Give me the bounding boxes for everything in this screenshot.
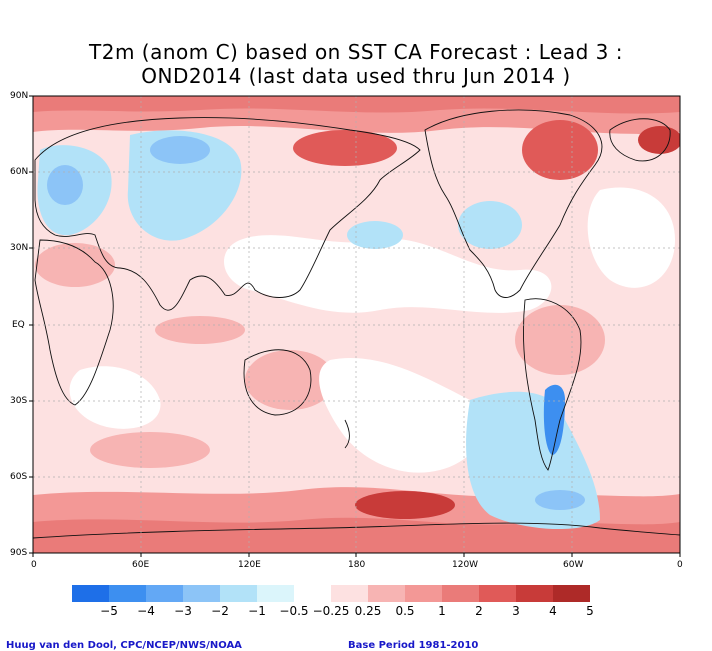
legend-swatch <box>72 585 109 602</box>
lon-label-120w: 120W <box>452 560 479 570</box>
legend-label: 1 <box>438 604 446 618</box>
legend-label: 0.5 <box>395 604 414 618</box>
lon-label-180: 180 <box>348 560 366 570</box>
legend-swatch <box>479 585 516 602</box>
legend-swatch <box>183 585 220 602</box>
greenland-coastline <box>609 118 671 162</box>
warm-patch-south-indian <box>90 432 210 468</box>
footer-base-period: Base Period 1981-2010 <box>348 640 479 651</box>
map-title-line-1: T2m (anom C) based on SST CA Forecast : … <box>89 40 623 64</box>
anomaly-field <box>33 96 680 553</box>
warm-spot-canada <box>522 120 598 180</box>
new-zealand-coastline <box>344 419 350 449</box>
lon-label-60e: 60E <box>132 560 150 570</box>
lat-label-90s: 90S <box>10 548 28 558</box>
arctic-strong-warm-band <box>33 96 680 114</box>
color-legend: −5 −4 −3 −2 −1 −0.5 −0.25 0.25 0.5 1 2 3 4 5 <box>72 585 594 618</box>
north-america-coastline <box>424 109 603 298</box>
legend-label: 0.25 <box>355 604 382 618</box>
lon-label-120e: 120E <box>238 560 261 570</box>
legend-swatch <box>109 585 146 602</box>
lon-label-60w: 60W <box>563 560 584 570</box>
graticule <box>33 96 680 553</box>
south-america-coastline <box>523 298 582 471</box>
legend-label: −1 <box>248 604 266 618</box>
eurasia-coastline <box>34 117 421 311</box>
footer-credit: Huug van den Dool, CPC/NCEP/NWS/NOAA <box>6 640 242 651</box>
neutral-region-south-pacific <box>319 358 485 473</box>
lat-label-30s: 30S <box>10 396 28 406</box>
legend-label: 4 <box>549 604 557 618</box>
neutral-region-pacific <box>223 235 552 313</box>
legend-label: −3 <box>174 604 192 618</box>
legend-label: −0.25 <box>313 604 350 618</box>
cool-region-north-pacific <box>347 221 403 249</box>
legend-label: −4 <box>137 604 155 618</box>
lat-label-eq: EQ <box>12 320 25 330</box>
legend-swatch <box>442 585 479 602</box>
lon-label-0-left: 0 <box>31 560 37 570</box>
coastlines <box>33 109 680 539</box>
warm-patch-south-america <box>515 305 605 375</box>
legend-swatch <box>257 585 294 602</box>
legend-swatch <box>146 585 183 602</box>
legend-label: −0.5 <box>279 604 308 618</box>
legend-swatch <box>220 585 257 602</box>
warm-spot-siberia <box>293 130 397 166</box>
legend-swatch <box>516 585 553 602</box>
legend-label: 5 <box>586 604 594 618</box>
antarctica-coastline <box>33 522 680 539</box>
legend-label: −5 <box>100 604 118 618</box>
lat-label-30n: 30N <box>10 243 29 253</box>
legend-label: 2 <box>475 604 483 618</box>
axis-ticks <box>29 95 681 557</box>
warm-spot-southern-ocean <box>355 491 455 519</box>
antarctic-strong-warm-band <box>33 517 680 553</box>
lat-label-60n: 60N <box>10 167 29 177</box>
lon-label-0-right: 0 <box>677 560 683 570</box>
warm-patch-australia <box>245 350 335 410</box>
africa-coastline <box>34 239 114 406</box>
cool-region-north-america <box>458 201 522 249</box>
legend-swatch <box>294 585 331 602</box>
australia-coastline <box>243 349 312 416</box>
warm-patch-indian-ocean <box>155 316 245 344</box>
legend-swatch <box>405 585 442 602</box>
warm-patch-sahara <box>35 243 115 287</box>
lat-label-60s: 60S <box>10 472 28 482</box>
legend-label: 3 <box>512 604 520 618</box>
legend-label: −2 <box>211 604 229 618</box>
neutral-region-south-africa <box>69 366 161 429</box>
neutral-region-north-atlantic <box>587 187 675 288</box>
legend-swatch <box>368 585 405 602</box>
legend-swatch <box>553 585 590 602</box>
legend-swatch <box>331 585 368 602</box>
cool-core-europe <box>47 165 83 205</box>
cool-core-central-asia <box>150 136 210 164</box>
cool-core-chile <box>543 384 565 455</box>
warm-spot-greenland <box>638 126 680 154</box>
cool-core-drake-passage <box>535 490 585 510</box>
map-title-line-2: OND2014 (last data used thru Jun 2014 ) <box>141 64 571 88</box>
lat-label-90n: 90N <box>10 91 29 101</box>
